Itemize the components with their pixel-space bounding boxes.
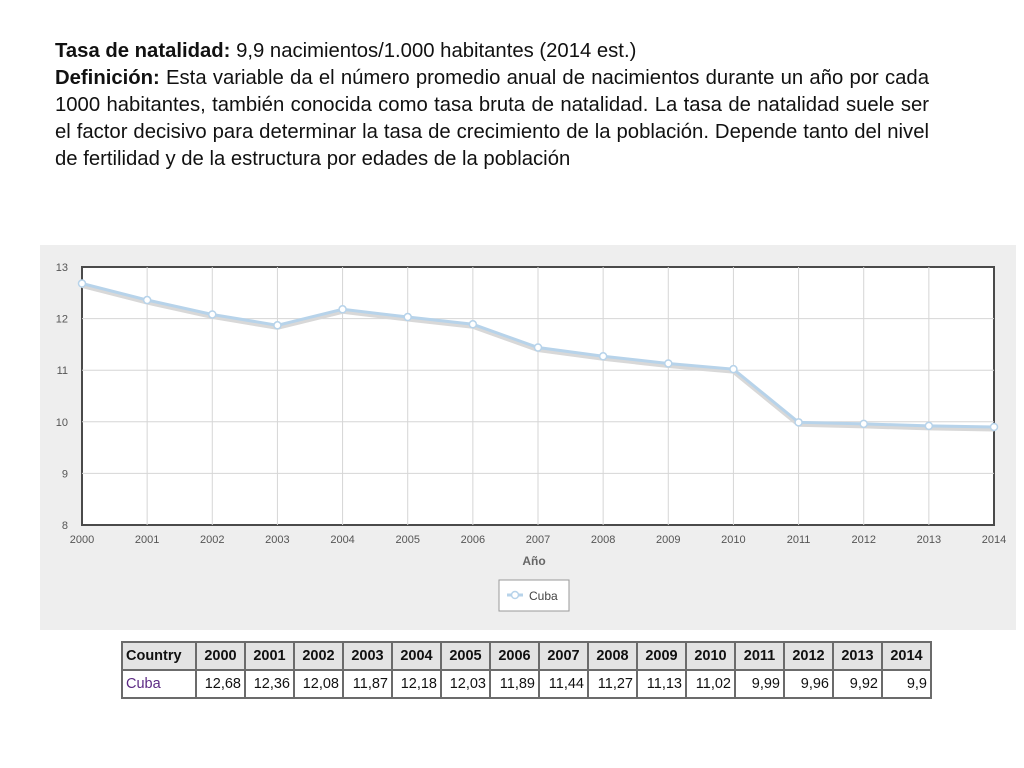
x-tick-label: 2014: [982, 534, 1006, 546]
header-year: 2000: [195, 641, 246, 671]
y-tick-labels: 8 9 10 11 12 13: [56, 262, 68, 532]
x-tick-label: 2005: [395, 534, 419, 546]
data-point[interactable]: [142, 295, 152, 305]
table-cell: 11,27: [587, 669, 638, 699]
x-tick-label: 2009: [656, 534, 680, 546]
x-tick-label: 2004: [330, 534, 354, 546]
header-year: 2004: [391, 641, 442, 671]
header-year: 2012: [783, 641, 834, 671]
y-tick-label: 12: [56, 314, 68, 326]
x-tick-labels: 2000 2001 2002 2003 2004 2005 2006 2007 2008 2009…: [70, 534, 1006, 546]
data-point[interactable]: [403, 312, 412, 322]
data-point[interactable]: [598, 352, 608, 361]
y-tick-label: 13: [56, 262, 68, 274]
table-cell: 9,9: [881, 669, 932, 699]
header-year: 2009: [636, 641, 687, 671]
header-year: 2013: [832, 641, 883, 671]
birth-rate-line: Tasa de natalidad: 9,9 nacimientos/1.000…: [55, 38, 929, 65]
data-point[interactable]: [859, 419, 868, 429]
definition-label: Definición:: [55, 67, 160, 89]
table-header-row: Country 2000 2001 2002 2003 2004 2005 2006 2007…: [121, 641, 932, 671]
header-country: Country: [121, 641, 197, 671]
x-tick-label: 2010: [721, 534, 745, 546]
row-country: Cuba: [121, 669, 197, 699]
table-cell: 9,96: [783, 669, 834, 699]
data-point[interactable]: [664, 359, 673, 368]
table-cell: 11,13: [636, 669, 687, 699]
header-year: 2007: [538, 641, 589, 671]
header-year: 2006: [489, 641, 540, 671]
data-point[interactable]: [989, 422, 999, 432]
table-cell: 12,68: [195, 669, 246, 699]
table-cell: 12,08: [293, 669, 344, 699]
header-year: 2003: [342, 641, 393, 671]
x-tick-label: 2003: [265, 534, 289, 546]
data-point[interactable]: [273, 321, 282, 330]
table-cell: 11,44: [538, 669, 589, 699]
header-year: 2014: [881, 641, 932, 671]
x-tick-label: 2007: [526, 534, 550, 546]
table-cell: 12,18: [391, 669, 442, 699]
x-tick-label: 2013: [917, 534, 941, 546]
x-tick-label: 2012: [851, 534, 875, 546]
table-cell: 11,87: [342, 669, 393, 699]
birth-rate-label: Tasa de natalidad:: [55, 40, 231, 62]
header-year: 2001: [244, 641, 295, 671]
x-tick-label: 2006: [461, 534, 485, 546]
table-cell: 12,03: [440, 669, 491, 699]
data-point[interactable]: [533, 343, 543, 352]
y-tick-label: 8: [62, 520, 68, 532]
description-text: Tasa de natalidad: 9,9 nacimientos/1.000…: [55, 38, 929, 173]
birth-rate-value: 9,9 nacimientos/1.000 habitantes (2014 e…: [230, 40, 637, 62]
table-cell: 9,99: [734, 669, 785, 699]
definition-paragraph: Definición: Esta variable da el número p…: [55, 65, 929, 173]
y-tick-label: 10: [56, 417, 68, 429]
table-row: Cuba 12,68 12,36 12,08 11,87 12,18 12,03 11,89…: [121, 669, 932, 699]
legend-label: Cuba: [529, 589, 558, 603]
table-cell: 9,92: [832, 669, 883, 699]
x-tick-label: 2001: [135, 534, 159, 546]
x-tick-label: 2000: [70, 534, 94, 546]
header-year: 2002: [293, 641, 344, 671]
legend-marker-icon: [510, 590, 520, 600]
header-year: 2005: [440, 641, 491, 671]
table-cell: 11,02: [685, 669, 736, 699]
table-cell: 11,89: [489, 669, 540, 699]
legend[interactable]: Cuba: [498, 579, 570, 612]
header-year: 2011: [734, 641, 785, 671]
x-tick-label: 2002: [200, 534, 224, 546]
data-point[interactable]: [794, 418, 803, 427]
table-cell: 12,36: [244, 669, 295, 699]
x-tick-label: 2008: [591, 534, 615, 546]
data-point[interactable]: [468, 320, 478, 329]
data-point[interactable]: [729, 364, 738, 374]
series-cuba: [77, 279, 999, 432]
x-axis-label: Año: [522, 554, 545, 568]
header-year: 2008: [587, 641, 638, 671]
definition-text: Esta variable da el número promedio anua…: [55, 67, 929, 170]
data-table: Country 2000 2001 2002 2003 2004 2005 2006 2007…: [121, 641, 932, 699]
header-year: 2010: [685, 641, 736, 671]
data-point[interactable]: [77, 279, 87, 288]
data-point[interactable]: [338, 305, 347, 314]
chart-panel: 8 9 10 11 12 13 2000 2001 2002 2003 2004 2005 2006 2…: [40, 245, 1016, 630]
y-tick-label: 9: [62, 468, 68, 480]
y-tick-label: 11: [57, 365, 68, 377]
x-tick-label: 2011: [787, 534, 811, 546]
data-point[interactable]: [208, 310, 217, 319]
grid-lines: [82, 267, 994, 525]
data-point[interactable]: [924, 421, 934, 431]
